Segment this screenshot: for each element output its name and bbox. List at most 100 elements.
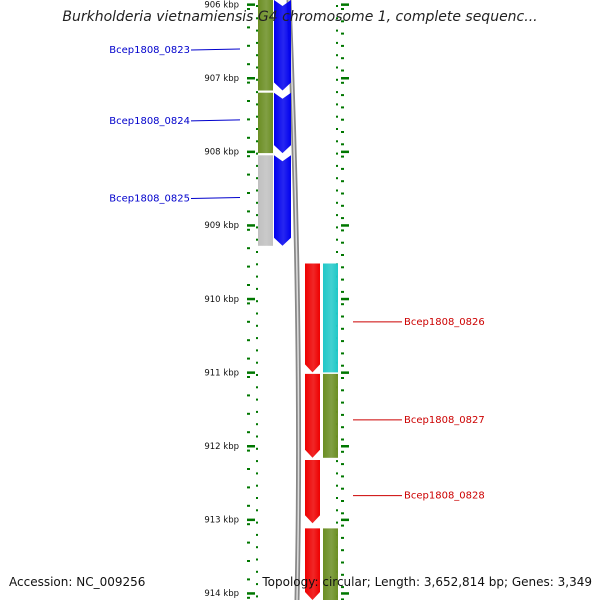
left-ruler-minor-tick (247, 302, 250, 305)
cds-reverse-arrow (305, 263, 320, 373)
axis-major-tick (247, 150, 255, 154)
left-ruler-minor-tick (247, 449, 250, 452)
left-outer-dot-track-dot (256, 152, 258, 155)
right-inner-dot-track-dot (336, 497, 338, 499)
left-outer-dot-track-dot (256, 484, 258, 487)
cds-reverse-arrow (305, 459, 320, 524)
right-ruler-tick (341, 561, 344, 564)
left-outer-dot-track-dot (256, 29, 258, 32)
right-inner-dot-track-dot (336, 226, 338, 229)
left-outer-dot-track-dot (256, 460, 258, 463)
gene-label: Bcep1808_0825 (109, 194, 190, 205)
right-ruler-tick (341, 290, 344, 293)
left-outer-dot-track-dot (256, 472, 258, 475)
right-ruler-tick (341, 303, 344, 306)
right-ruler-tick (341, 327, 344, 330)
right-inner-dot-track-dot (336, 128, 338, 130)
left-outer-dot-track-dot (256, 398, 258, 401)
axis-major-tick (247, 297, 255, 301)
left-ruler-minor-tick (247, 320, 250, 323)
right-inner-dot-track-dot (336, 152, 338, 155)
left-outer-dot-track-dot (256, 140, 258, 143)
left-outer-dot-track-dot (256, 497, 258, 499)
cds-forward-arrow (274, 0, 291, 91)
left-ruler-minor-tick (247, 81, 250, 84)
axis-major-tick (247, 371, 255, 374)
axis-tick-label: 906 kbp (204, 0, 239, 10)
right-inner-dot-track-dot (336, 164, 338, 167)
left-outer-dot-track-dot (256, 324, 258, 327)
right-inner-dot-track-dot (336, 460, 338, 463)
axis-major-tick (247, 445, 255, 448)
right-ruler-tick (341, 389, 344, 392)
left-outer-dot-track-dot (256, 263, 258, 266)
right-ruler-tick (341, 81, 344, 84)
left-outer-dot-track-dot (256, 17, 258, 20)
right-inner-dot-track-dot (336, 472, 338, 475)
right-ruler-tick (341, 450, 344, 453)
right-inner-dot-track-dot (336, 201, 338, 204)
right-ruler-tick (341, 155, 344, 158)
left-outer-dot-track-dot (256, 226, 258, 229)
left-ruler-minor-tick (247, 431, 250, 434)
cds-forward-arrow (274, 155, 291, 246)
left-outer-dot-track-dot (256, 410, 258, 413)
right-inner-dot-track-dot (336, 91, 338, 94)
right-ruler-tick (341, 204, 344, 207)
right-ruler-tick (341, 69, 344, 72)
left-outer-dot-track-dot (256, 435, 258, 438)
right-inner-dot-track-dot (336, 78, 338, 81)
left-ruler-minor-tick (247, 265, 250, 268)
right-ruler-tick (341, 438, 344, 441)
map-title: Burkholderia vietnamiensis G4 chromosome… (62, 9, 538, 25)
axis-tick-label: 910 kbp (204, 295, 239, 305)
right-ruler-tick (341, 229, 344, 232)
axis-major-tick (247, 224, 255, 227)
right-ruler-tick (341, 315, 344, 318)
right-ruler-tick (341, 118, 344, 121)
left-outer-dot-track-dot (256, 177, 258, 180)
left-ruler-minor-tick (247, 192, 250, 194)
axis-major-tick (247, 518, 255, 522)
right-ruler-tick (341, 426, 344, 429)
left-ruler-minor-tick (247, 26, 250, 29)
cds-forward-arrow (274, 92, 291, 154)
left-ruler-minor-tick (247, 63, 250, 66)
left-outer-dot-track-dot (256, 349, 258, 352)
right-ruler-tick (341, 573, 344, 576)
left-outer-dot-track-dot (256, 312, 258, 315)
left-outer-dot-track-dot (256, 583, 258, 586)
axis-major-tick-right (341, 518, 349, 522)
left-outer-dot-track-dot (256, 423, 258, 426)
right-ruler-tick (341, 254, 344, 256)
axis-major-tick-right (341, 445, 349, 448)
axis-major-tick (247, 77, 255, 80)
left-outer-dot-track-dot (256, 54, 258, 57)
left-ruler-minor-tick (247, 228, 250, 231)
right-inner-dot-track-dot (336, 238, 338, 241)
right-ruler-tick (341, 180, 344, 183)
right-inner-dot-track-dot (336, 509, 338, 512)
right-inner-dot-track-dot (336, 5, 338, 7)
genome-backbone-highlight (288, 0, 300, 601)
right-ruler-tick (341, 32, 344, 35)
left-ruler-minor-tick (247, 284, 250, 286)
right-inner-dot-track-dot (336, 66, 338, 69)
right-ruler-tick (341, 44, 344, 47)
cog-block-grey (258, 155, 273, 246)
left-outer-dot-track-dot (256, 128, 258, 130)
left-ruler-minor-tick (247, 468, 250, 470)
title-backdrop (60, 2, 540, 24)
left-outer-dot-track-dot (256, 300, 258, 303)
axis-major-tick (247, 3, 255, 6)
axis-tick-label: 913 kbp (204, 516, 239, 526)
cog-block-cyan (323, 263, 338, 373)
right-ruler-tick (341, 524, 344, 527)
right-inner-dot-track-dot (336, 17, 338, 20)
left-outer-dot-track-dot (256, 251, 258, 253)
right-ruler-tick (341, 241, 344, 244)
right-ruler-tick (341, 536, 344, 539)
right-ruler-tick (341, 413, 344, 416)
left-ruler-minor-tick (247, 412, 250, 415)
